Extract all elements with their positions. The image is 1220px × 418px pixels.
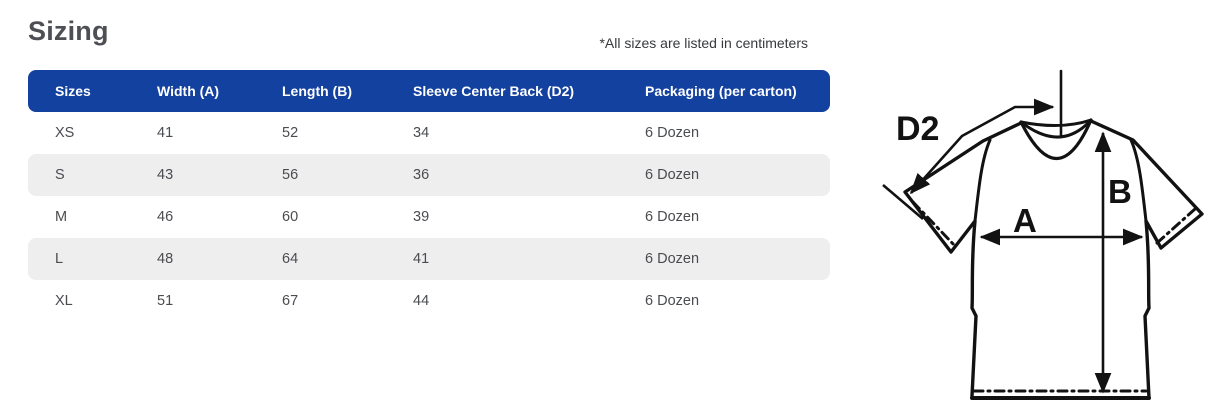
cell-width: 51 — [157, 293, 174, 309]
units-note: *All sizes are listed in centimeters — [599, 35, 808, 51]
measurement-arrows — [882, 98, 1144, 394]
cell-packaging: 6 Dozen — [645, 167, 700, 183]
page-title: Sizing — [28, 16, 109, 46]
sizing-table: Sizes Width (A) Length (B) Sleeve Center… — [28, 70, 830, 322]
a-label: A — [1013, 202, 1037, 239]
cell-packaging: 6 Dozen — [645, 293, 700, 309]
cell-width: 48 — [157, 251, 174, 267]
cell-width: 46 — [157, 209, 174, 225]
tshirt-diagram-svg: D2 A B — [882, 69, 1204, 400]
column-header-sleeve-center-back: Sleeve Center Back (D2) — [413, 83, 575, 99]
cell-length: 52 — [282, 125, 299, 141]
cell-packaging: 6 Dozen — [645, 125, 700, 141]
cell-sleeve: 41 — [413, 251, 430, 267]
right-sleeve-hem-stitch — [1155, 207, 1197, 245]
table-row: XS 41 52 34 6 Dozen — [28, 112, 830, 154]
column-header-width: Width (A) — [157, 83, 220, 99]
column-header-length: Length (B) — [282, 83, 352, 99]
table-header-row: Sizes Width (A) Length (B) Sleeve Center… — [28, 70, 830, 112]
cell-sleeve: 44 — [413, 293, 430, 309]
table-row: XL 51 67 44 6 Dozen — [28, 280, 830, 322]
d2-end-tick — [882, 184, 924, 220]
d2-sleeve-center-back-arrow — [909, 98, 1055, 195]
cell-packaging: 6 Dozen — [645, 251, 700, 267]
tshirt-outline — [903, 69, 1204, 400]
cell-length: 67 — [282, 293, 299, 309]
cell-size: M — [55, 209, 68, 225]
d2-label: D2 — [896, 110, 939, 148]
cell-sleeve: 39 — [413, 209, 430, 225]
table-row: L 48 64 41 6 Dozen — [28, 238, 830, 280]
table-row: S 43 56 36 6 Dozen — [28, 154, 830, 196]
cell-length: 56 — [282, 167, 299, 183]
b-label: B — [1108, 173, 1132, 210]
cell-size: L — [55, 251, 64, 267]
table-row: M 46 60 39 6 Dozen — [28, 196, 830, 238]
cell-sleeve: 34 — [413, 125, 430, 141]
cell-size: S — [55, 167, 65, 183]
left-sleeve-hem-stitch — [911, 200, 958, 249]
cell-size: XS — [55, 125, 75, 141]
cell-size: XL — [55, 293, 73, 309]
cell-width: 43 — [157, 167, 174, 183]
cell-length: 64 — [282, 251, 299, 267]
cell-length: 60 — [282, 209, 299, 225]
column-header-sizes: Sizes — [55, 83, 91, 99]
tshirt-measurement-diagram: D2 A B — [865, 0, 1220, 418]
cell-width: 41 — [157, 125, 174, 141]
column-header-packaging: Packaging (per carton) — [645, 83, 797, 99]
cell-sleeve: 36 — [413, 167, 430, 183]
cell-packaging: 6 Dozen — [645, 209, 700, 225]
